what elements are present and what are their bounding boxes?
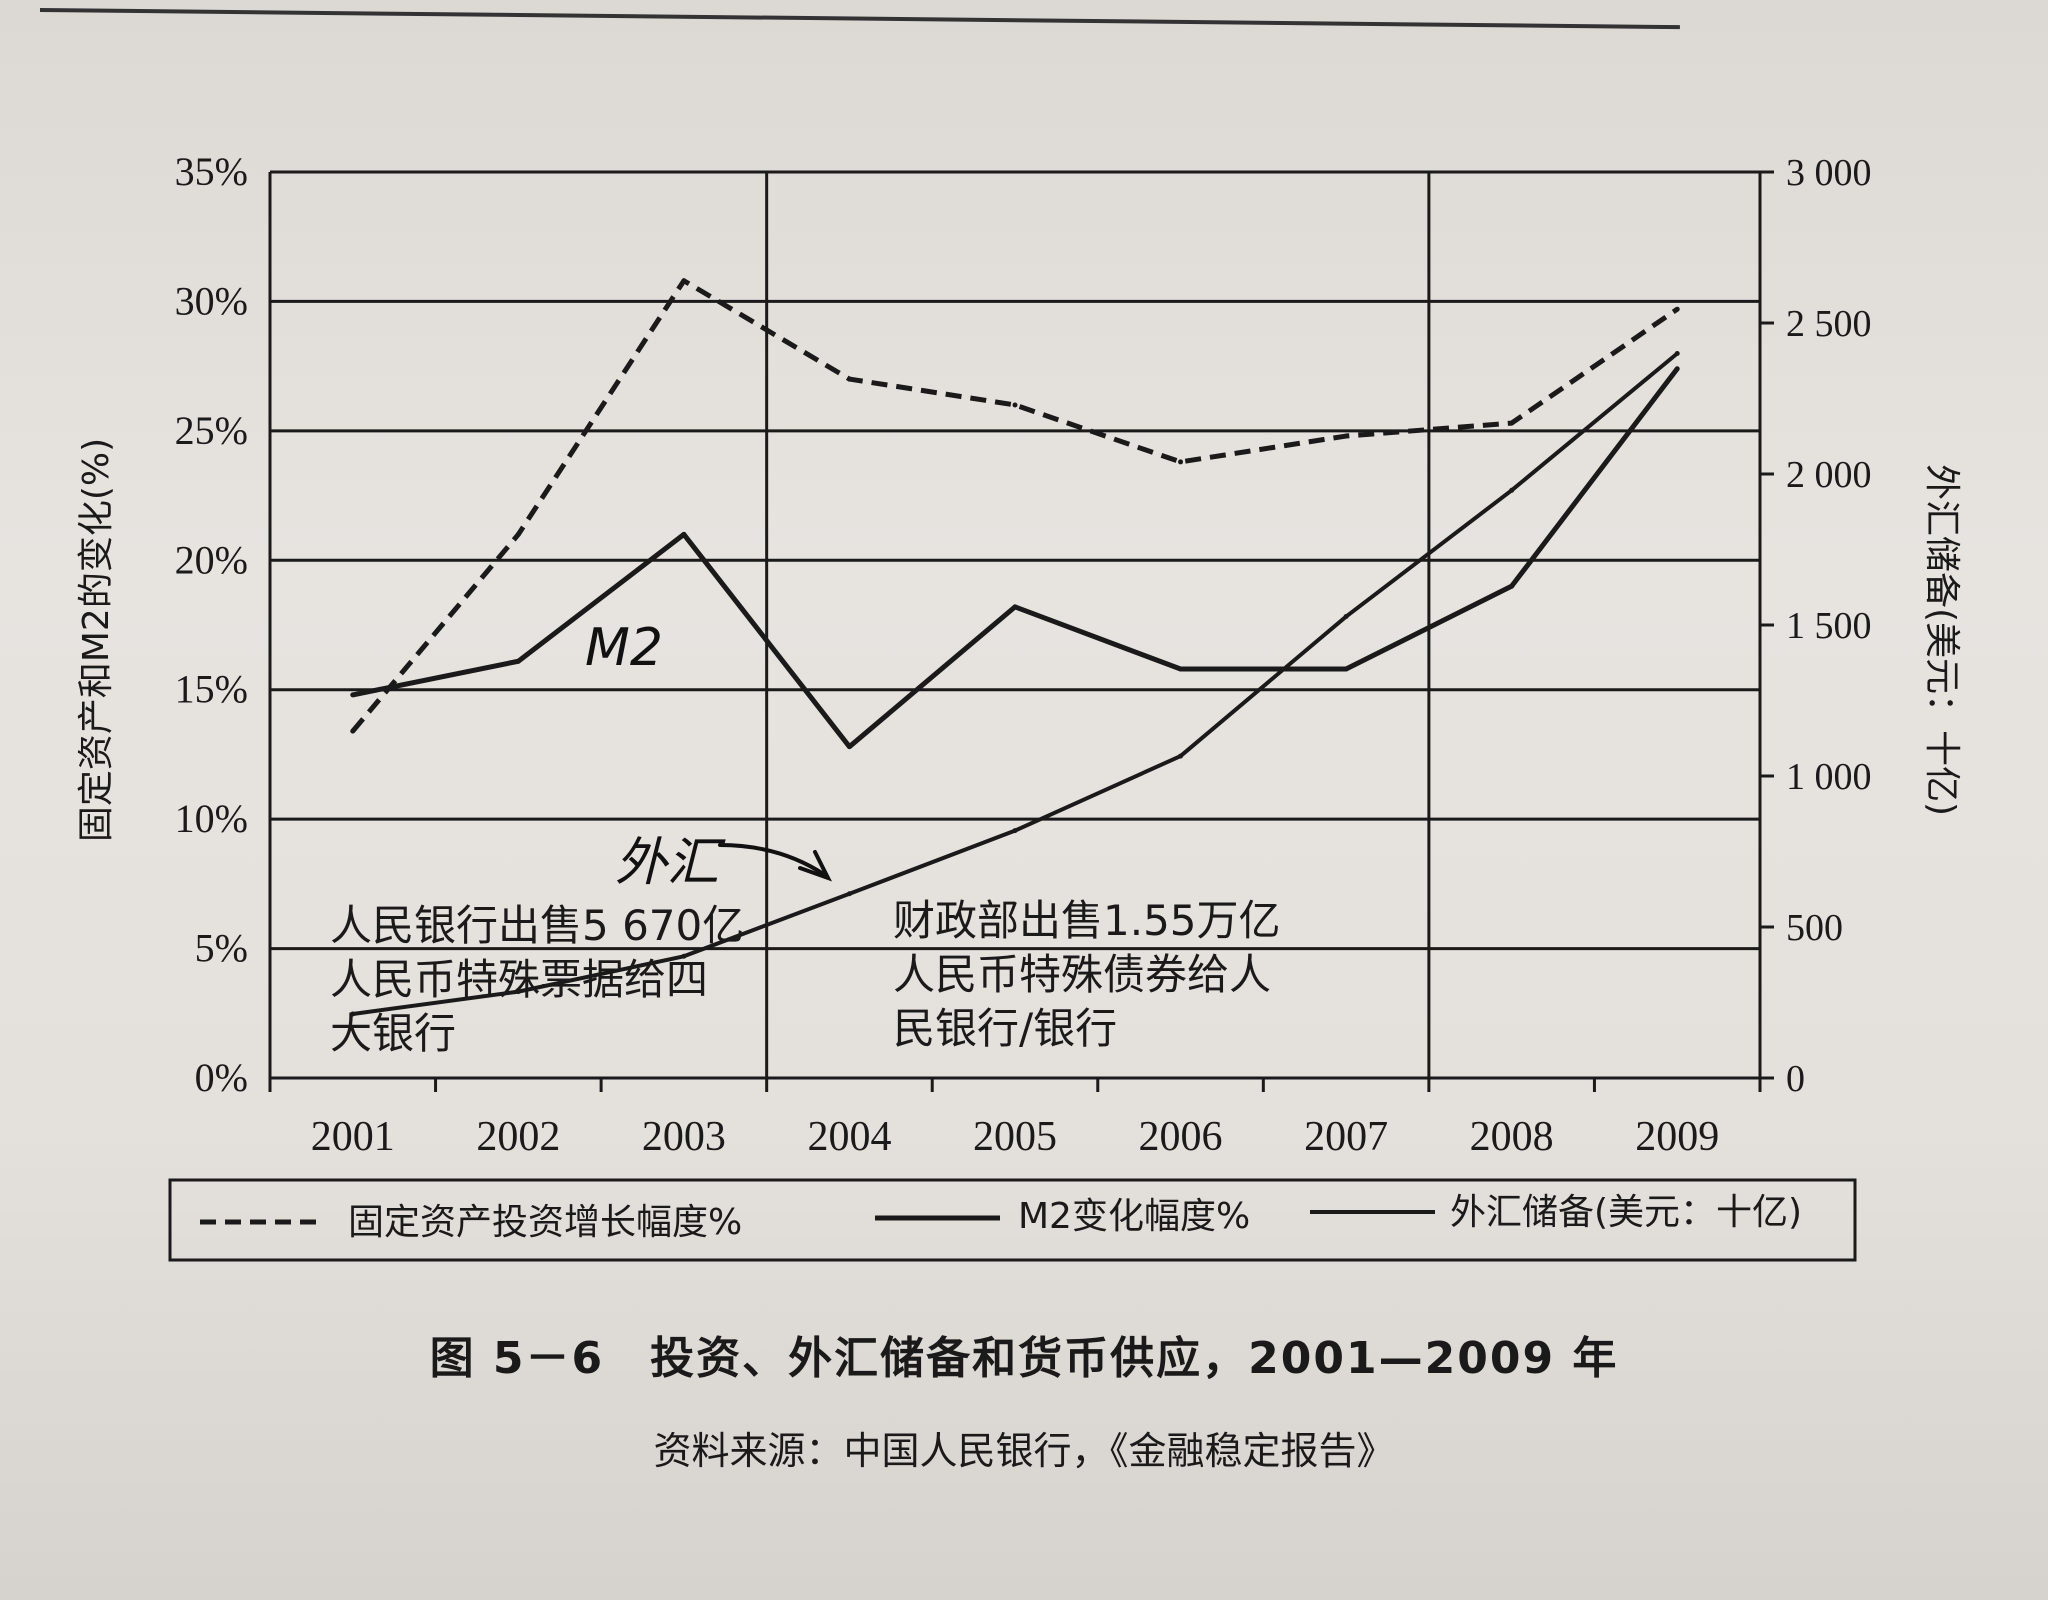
y-tick-label: 25%	[175, 408, 248, 453]
legend-label-m2: M2变化幅度%	[1018, 1196, 1250, 1237]
data-point	[1178, 666, 1184, 672]
data-point	[350, 1011, 356, 1017]
data-point	[1509, 420, 1515, 426]
axes: 35% 30% 25% 20% 15% 10% 5% 0% 3 000 2 500 2 000 1 5…	[175, 149, 1872, 1160]
data-point	[846, 744, 852, 750]
legend-label-fixed-asset: 固定资产投资增长幅度%	[348, 1202, 742, 1243]
x-tick-label: 2005	[973, 1114, 1057, 1160]
y2-tick-label: 1 500	[1786, 605, 1872, 647]
fx-handwritten-label: 外汇	[615, 833, 726, 893]
annotation-line: 大银行	[330, 1009, 456, 1058]
data-point	[1343, 666, 1349, 672]
y2-tick-label: 500	[1786, 907, 1843, 949]
series-line-fixed-asset	[350, 278, 1679, 733]
annotation-line: 人民银行出售5 670亿	[330, 901, 744, 950]
y-tick-label: 5%	[195, 926, 248, 971]
annotation-line: 人民币特殊债券给人	[893, 950, 1271, 999]
series-layer	[350, 278, 1680, 1017]
m2-handwritten-label: M2	[585, 618, 663, 678]
annotation-line: 民银行/银行	[893, 1004, 1117, 1053]
data-point	[1509, 583, 1515, 589]
data-point	[1012, 604, 1018, 610]
y2-axis-title: 外汇储备(美元：十亿)	[1921, 464, 1962, 816]
data-point	[681, 953, 687, 959]
y2-tick-label: 0	[1786, 1058, 1805, 1100]
data-point	[1674, 351, 1680, 357]
annotation-line: 财政部出售1.55万亿	[893, 896, 1281, 945]
y-tick-label: 35%	[175, 149, 248, 194]
data-point	[681, 278, 687, 284]
data-point	[1012, 828, 1018, 834]
legend-label-fx: 外汇储备(美元：十亿)	[1450, 1192, 1802, 1233]
x-tick-label: 2003	[642, 1114, 726, 1160]
x-tick-label: 2002	[476, 1114, 560, 1160]
x-tick-label: 2007	[1304, 1114, 1388, 1160]
data-point	[1178, 753, 1184, 759]
data-point	[1509, 487, 1515, 493]
x-tick-label: 2006	[1139, 1114, 1223, 1160]
data-point	[681, 531, 687, 537]
data-point	[350, 728, 356, 734]
figure-source: 资料来源：中国人民银行，《金融稳定报告》	[653, 1429, 1395, 1473]
y-tick-label: 15%	[175, 667, 248, 712]
data-point	[1178, 459, 1184, 465]
y-axis-title: 固定资产和M2的变化(%)	[76, 438, 117, 842]
y-tick-label: 30%	[175, 278, 248, 323]
legend: 固定资产投资增长幅度% M2变化幅度% 外汇储备(美元：十亿)	[168, 1178, 1857, 1262]
y-tick-label: 10%	[175, 796, 248, 841]
data-point	[350, 692, 356, 698]
x-tick-label: 2001	[311, 1114, 395, 1160]
data-point	[1343, 614, 1349, 620]
data-point	[515, 531, 521, 537]
figure-caption: 图 5－6 投资、外汇储备和货币供应，2001—2009 年	[429, 1333, 1619, 1384]
data-point	[846, 891, 852, 897]
x-tick-label: 2009	[1635, 1114, 1719, 1160]
data-point	[515, 658, 521, 664]
y-tick-label: 20%	[175, 537, 248, 582]
data-point	[846, 376, 852, 382]
data-point	[515, 989, 521, 995]
x-tick-label: 2004	[807, 1114, 891, 1160]
y2-tick-label: 1 000	[1786, 756, 1872, 798]
data-point	[1674, 306, 1680, 312]
x-tick-label: 2008	[1470, 1114, 1554, 1160]
y2-tick-label: 2 000	[1786, 454, 1872, 496]
legend-box	[168, 1178, 1857, 1262]
annotation-mof: 财政部出售1.55万亿 人民币特殊债券给人 民银行/银行	[893, 896, 1281, 1053]
y-tick-label: 0%	[195, 1055, 248, 1100]
data-point	[1674, 366, 1680, 372]
data-point	[1012, 402, 1018, 408]
y2-tick-label: 2 500	[1786, 303, 1872, 345]
arrow-icon	[718, 843, 833, 882]
line-chart: 35% 30% 25% 20% 15% 10% 5% 0% 3 000 2 500 2 000 1 5…	[76, 149, 1962, 1262]
y2-tick-label: 3 000	[1786, 152, 1872, 194]
annotation-line: 人民币特殊票据给四	[330, 955, 708, 1004]
data-point	[1343, 433, 1349, 439]
annotation-pboc: 人民银行出售5 670亿 人民币特殊票据给四 大银行	[330, 901, 744, 1058]
